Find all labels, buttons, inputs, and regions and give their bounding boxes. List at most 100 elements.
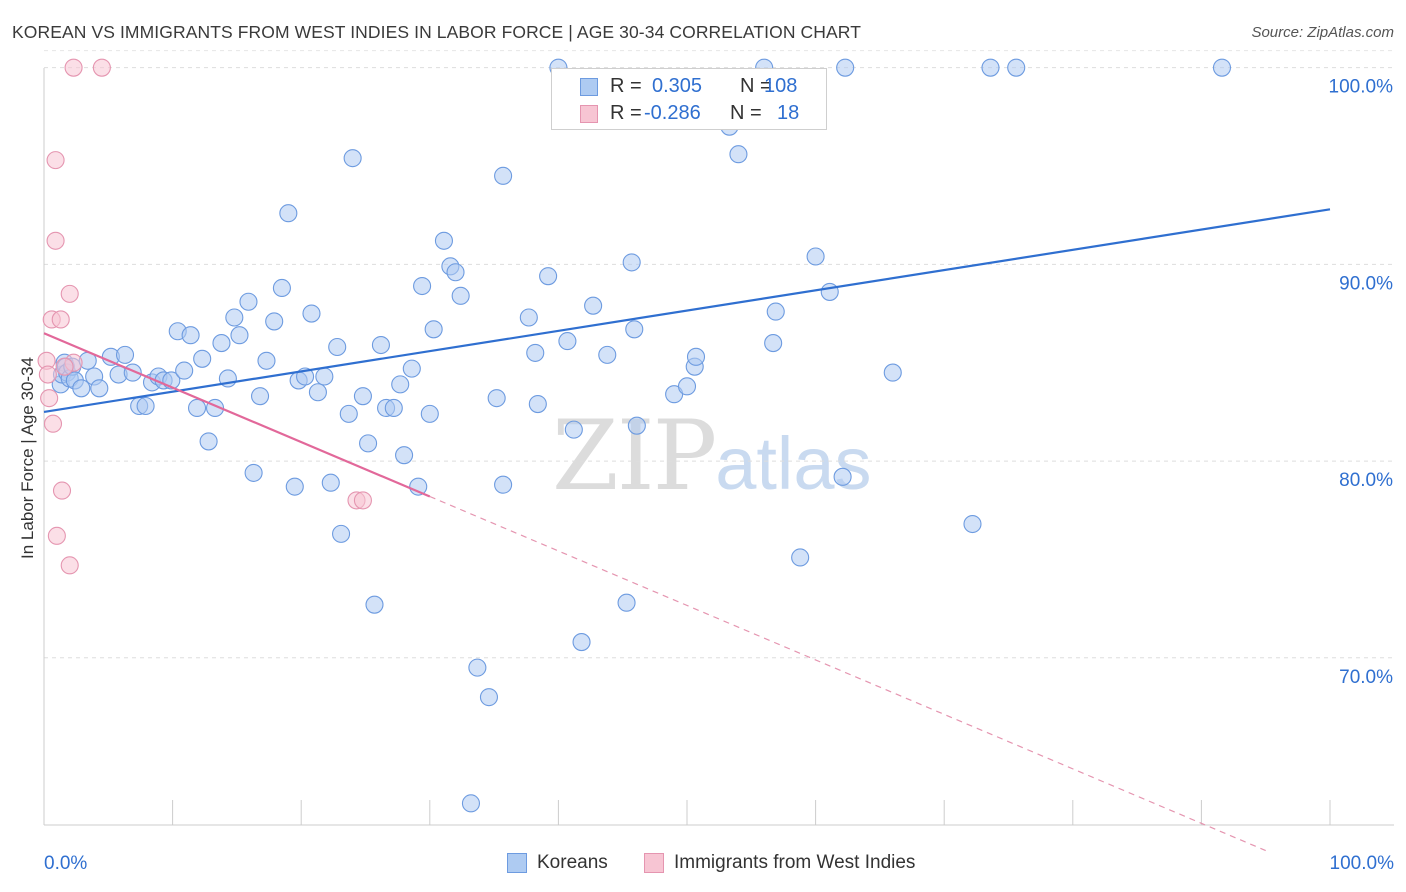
korean-point: [764, 334, 783, 353]
korean-point: [285, 477, 304, 496]
korean-point: [212, 334, 231, 353]
korean-point: [359, 434, 378, 453]
korean-point: [963, 514, 982, 534]
n-label: N =: [740, 75, 772, 97]
r-value: -0.286: [644, 102, 701, 124]
west-indies-point: [64, 58, 83, 77]
korean-point: [625, 320, 644, 339]
korean-point: [494, 475, 513, 494]
x-tick-labels: 0.0% 100.0%: [44, 853, 1394, 874]
korean-point: [181, 326, 200, 345]
y-tick-label: 70.0%: [1339, 667, 1393, 688]
korean-point: [339, 404, 358, 423]
korean-point: [90, 379, 109, 398]
x-tick-label-min: 0.0%: [44, 853, 87, 874]
korean-point: [424, 320, 443, 339]
koreans-trend-line: [43, 208, 1331, 413]
korean-point: [315, 367, 334, 386]
korean-point: [321, 473, 340, 492]
source-credit: Source: ZipAtlas.com: [1251, 24, 1394, 41]
x-tick-label-max: 100.0%: [1330, 853, 1395, 874]
korean-point: [225, 308, 244, 327]
korean-point: [981, 58, 1000, 77]
chart-title: KOREAN VS IMMIGRANTS FROM WEST INDIES IN…: [12, 22, 861, 42]
n-value: 108: [764, 75, 798, 97]
korean-point: [250, 387, 270, 406]
korean-point: [461, 794, 481, 813]
korean-point: [584, 296, 603, 315]
korean-point: [528, 394, 547, 414]
korean-point: [833, 467, 852, 486]
koreans-legend-label: Koreans: [537, 852, 608, 873]
korean-point: [519, 308, 538, 327]
west-indies-trend-line: [43, 332, 431, 498]
korean-point: [564, 420, 583, 439]
korean-point: [558, 332, 577, 351]
west-indies-trend-dashed: [429, 495, 1266, 852]
west-indies-point: [52, 481, 72, 500]
korean-point: [328, 337, 347, 357]
korean-point: [468, 658, 487, 677]
y-tick-label: 100.0%: [1329, 77, 1394, 98]
west-indies-point: [353, 491, 372, 510]
west-indies-point: [47, 526, 66, 545]
r-value: 0.305: [652, 75, 703, 97]
korean-point: [686, 347, 706, 366]
korean-point: [265, 312, 284, 331]
korean-point: [353, 387, 372, 406]
n-label: N =: [730, 102, 762, 124]
korean-point: [1212, 58, 1232, 77]
korean-point: [193, 349, 212, 368]
korean-point: [539, 267, 558, 286]
west-indies-point: [46, 231, 65, 250]
west-indies-point: [92, 58, 111, 77]
korean-point: [820, 282, 839, 301]
y-tick-label: 90.0%: [1339, 273, 1393, 294]
korean-point: [677, 377, 697, 396]
korean-point: [413, 276, 432, 296]
west-indies-points: [37, 58, 372, 575]
korean-point: [308, 383, 327, 402]
korean-point: [402, 359, 421, 378]
korean-point: [136, 396, 155, 416]
korean-point: [395, 446, 414, 465]
stats-legend: R = 0.305 N = 108 R = -0.286 N = 18: [551, 68, 827, 130]
korean-point: [199, 432, 218, 451]
n-value: 18: [777, 102, 800, 124]
west-indies-point: [51, 310, 70, 329]
korean-point: [239, 292, 258, 311]
korean-point: [494, 166, 513, 185]
korean-point: [526, 343, 545, 362]
korean-point: [187, 398, 207, 418]
korean-point: [766, 302, 785, 321]
west-indies-legend-label: Immigrants from West Indies: [674, 852, 916, 873]
korean-point: [1007, 58, 1026, 77]
koreans-legend-swatch: [507, 853, 527, 873]
korean-point: [332, 524, 351, 543]
r-label: R =: [610, 75, 642, 97]
korean-point: [272, 278, 291, 298]
korean-point: [451, 286, 470, 305]
axes: [43, 68, 1394, 826]
gridlines: [44, 50, 1394, 659]
west-indies-legend-swatch: [644, 853, 664, 873]
west-indies-swatch: [580, 105, 598, 123]
korean-point: [244, 463, 263, 482]
korean-point: [479, 688, 499, 707]
korean-point: [836, 58, 855, 77]
korean-point: [279, 204, 298, 223]
west-indies-point: [40, 389, 59, 408]
korean-point: [446, 263, 465, 282]
west-indies-point: [55, 357, 74, 376]
korean-point: [343, 149, 362, 168]
korean-point: [572, 633, 591, 652]
korean-point: [72, 379, 91, 398]
korean-point: [434, 231, 453, 250]
west-indies-point: [60, 556, 79, 575]
korean-point: [371, 335, 390, 355]
west-indies-trend-extension: [429, 495, 1266, 852]
koreans-points: [51, 58, 1232, 813]
korean-point: [627, 416, 646, 435]
west-indies-point: [38, 365, 57, 384]
west-indies-point: [46, 151, 65, 170]
